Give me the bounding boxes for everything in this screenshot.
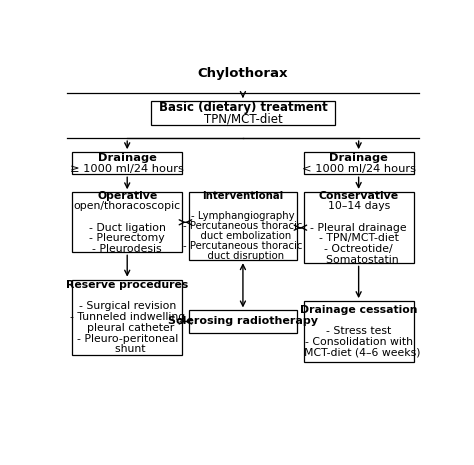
FancyBboxPatch shape xyxy=(303,152,414,174)
FancyBboxPatch shape xyxy=(189,310,297,332)
Text: open/thoracoscopic: open/thoracoscopic xyxy=(73,201,181,211)
Text: Operative: Operative xyxy=(97,191,157,200)
Text: - Pleurodesis: - Pleurodesis xyxy=(92,244,162,254)
FancyBboxPatch shape xyxy=(189,192,297,260)
Text: - Pleuro-peritoneal: - Pleuro-peritoneal xyxy=(77,333,178,344)
Text: - Pleurectomy: - Pleurectomy xyxy=(90,233,165,243)
FancyBboxPatch shape xyxy=(151,101,335,125)
Text: < 1000 ml/24 hours: < 1000 ml/24 hours xyxy=(301,164,416,174)
Text: - TPN/MCT-diet: - TPN/MCT-diet xyxy=(319,233,399,243)
FancyBboxPatch shape xyxy=(303,301,414,362)
Text: 10–14 days: 10–14 days xyxy=(328,201,390,211)
Text: pleural catheter: pleural catheter xyxy=(80,323,174,333)
Text: shunt: shunt xyxy=(109,344,146,354)
Text: Interventional: Interventional xyxy=(202,191,283,201)
Text: - Percutaneous thoracic: - Percutaneous thoracic xyxy=(183,241,302,251)
Text: - Pleural drainage: - Pleural drainage xyxy=(310,223,407,232)
Text: - Tunneled indwelling: - Tunneled indwelling xyxy=(70,312,185,322)
Text: Reserve procedures: Reserve procedures xyxy=(66,280,188,290)
Text: Basic (dietary) treatment: Basic (dietary) treatment xyxy=(158,101,328,114)
Text: Drainage cessation: Drainage cessation xyxy=(300,305,418,315)
Text: TPN/MCT-diet: TPN/MCT-diet xyxy=(203,113,283,126)
Text: - Surgical revision: - Surgical revision xyxy=(79,301,176,312)
Text: - Duct ligation: - Duct ligation xyxy=(89,223,165,232)
Text: - Octreotide/: - Octreotide/ xyxy=(324,244,393,254)
Text: Sclerosing radiotherapy: Sclerosing radiotherapy xyxy=(168,317,318,326)
FancyBboxPatch shape xyxy=(72,279,182,355)
FancyBboxPatch shape xyxy=(303,192,414,264)
Text: MCT-diet (4–6 weeks): MCT-diet (4–6 weeks) xyxy=(297,348,420,358)
Text: Chylothorax: Chylothorax xyxy=(198,67,288,80)
Text: - Stress test: - Stress test xyxy=(326,326,391,337)
FancyBboxPatch shape xyxy=(72,192,182,252)
Text: - Lymphangiography: - Lymphangiography xyxy=(191,211,295,221)
FancyBboxPatch shape xyxy=(72,152,182,174)
Text: Drainage: Drainage xyxy=(329,153,388,163)
Text: Conservative: Conservative xyxy=(319,191,399,200)
Text: - Percutaneous thoracic: - Percutaneous thoracic xyxy=(183,221,302,231)
Text: duct disruption: duct disruption xyxy=(201,251,284,261)
Text: Somatostatin: Somatostatin xyxy=(319,255,399,265)
Text: Drainage: Drainage xyxy=(98,153,156,163)
Text: ≥ 1000 ml/24 hours: ≥ 1000 ml/24 hours xyxy=(70,164,184,174)
Text: duct embolization: duct embolization xyxy=(194,231,292,241)
Text: - Consolidation with: - Consolidation with xyxy=(305,337,413,347)
